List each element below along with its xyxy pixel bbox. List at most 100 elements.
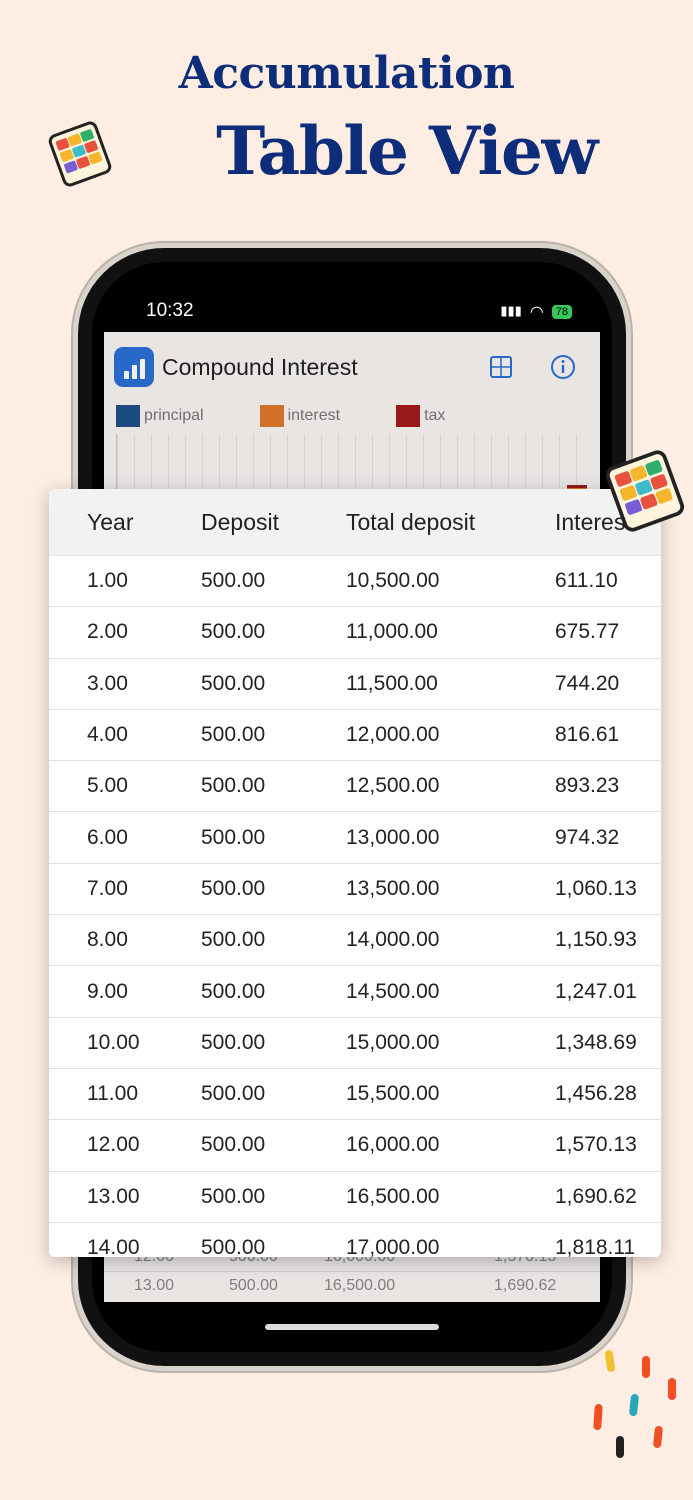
table-row[interactable]: 13.00 500.00 16,500.00 1,690.62 <box>49 1170 661 1222</box>
table-row[interactable]: 4.00 500.00 12,000.00 816.61 <box>49 708 661 760</box>
interest-cell: 1,570.13 <box>555 1133 637 1157</box>
table-row[interactable]: 1.00 500.00 10,500.00 611.10 <box>49 555 661 606</box>
app-title: Compound Interest <box>162 353 358 380</box>
interest-cell: 1,060.13 <box>555 876 637 900</box>
deposit-cell: 500.00 <box>201 723 266 747</box>
status-time: 10:32 <box>146 300 194 321</box>
total-deposit-cell: 16,500.00 <box>346 1184 440 1208</box>
deposit-cell: 500.00 <box>201 774 266 798</box>
interest-cell: 893.23 <box>555 774 620 798</box>
cell: 13.00 <box>134 1277 175 1294</box>
total-deposit-cell: 14,500.00 <box>346 979 440 1003</box>
legend-swatch <box>116 405 140 427</box>
total-deposit-cell: 12,500.00 <box>346 774 440 798</box>
deposit-cell: 500.00 <box>201 620 266 644</box>
total-deposit-cell: 15,000.00 <box>346 1030 440 1054</box>
year-cell: 6.00 <box>87 825 128 849</box>
legend-label: tax <box>424 407 446 424</box>
year-cell: 14.00 <box>87 1236 140 1257</box>
cell: 1,690.62 <box>494 1277 557 1294</box>
deposit-cell: 500.00 <box>201 825 266 849</box>
app-header: Compound Interest <box>104 332 600 402</box>
column-header-total-deposit[interactable]: Total deposit <box>346 508 476 535</box>
interest-cell: 816.61 <box>555 723 620 747</box>
table-row[interactable]: 3.00 500.00 11,500.00 744.20 <box>49 657 661 709</box>
table-row[interactable]: 11.00 500.00 15,500.00 1,456.28 <box>49 1067 661 1119</box>
year-cell: 13.00 <box>87 1184 140 1208</box>
year-cell: 7.00 <box>87 876 128 900</box>
interest-cell: 1,456.28 <box>555 1082 637 1106</box>
deposit-cell: 500.00 <box>201 1236 266 1257</box>
table-body: 1.00 500.00 10,500.00 611.10 2.00 500.00 11,00… <box>49 555 661 1257</box>
total-deposit-cell: 13,500.00 <box>346 876 440 900</box>
total-deposit-cell: 12,000.00 <box>346 723 440 747</box>
year-cell: 2.00 <box>87 620 128 644</box>
deposit-cell: 500.00 <box>201 1133 266 1157</box>
legend-label: principal <box>144 407 204 424</box>
deposit-cell: 500.00 <box>201 671 266 695</box>
deposit-cell: 500.00 <box>201 876 266 900</box>
deposit-cell: 500.00 <box>201 1184 266 1208</box>
legend-label: interest <box>287 407 341 424</box>
table-row[interactable]: 10.00 500.00 15,000.00 1,348.69 <box>49 1016 661 1068</box>
accumulation-table: Year Deposit Total deposit Interest 1.00… <box>49 489 661 1257</box>
table-row[interactable]: 2.00 500.00 11,000.00 675.77 <box>49 606 661 657</box>
calculator-icon[interactable] <box>488 354 514 380</box>
year-cell: 5.00 <box>87 774 128 798</box>
info-icon[interactable] <box>550 354 576 380</box>
total-deposit-cell: 16,000.00 <box>346 1133 440 1157</box>
interest-cell: 1,690.62 <box>555 1184 637 1208</box>
year-cell: 1.00 <box>87 569 128 593</box>
grid-sticker-icon <box>605 450 685 532</box>
deposit-cell: 500.00 <box>201 979 266 1003</box>
total-deposit-cell: 17,000.00 <box>346 1236 440 1257</box>
legend-item: tax <box>396 405 445 427</box>
interest-cell: 675.77 <box>555 620 620 644</box>
home-indicator[interactable] <box>265 1324 439 1330</box>
chart-legend: principal interest tax <box>104 402 600 430</box>
total-deposit-cell: 15,500.00 <box>346 1082 440 1106</box>
table-row: 13.00 500.00 16,500.00 1,690.62 <box>104 1271 600 1300</box>
year-cell: 11.00 <box>87 1082 138 1106</box>
table-row[interactable]: 12.00 500.00 16,000.00 1,570.13 <box>49 1119 661 1170</box>
year-cell: 10.00 <box>87 1030 140 1054</box>
table-row[interactable]: 7.00 500.00 13,500.00 1,060.13 <box>49 862 661 914</box>
table-row[interactable]: 14.00 500.00 17,000.00 1,818.11 <box>49 1221 661 1257</box>
interest-cell: 611.10 <box>555 569 618 593</box>
year-cell: 12.00 <box>87 1133 140 1157</box>
legend-swatch <box>396 405 421 427</box>
status-bar: 10:32 ▮▮▮ ◠ 78 <box>92 300 612 324</box>
year-cell: 9.00 <box>87 979 128 1003</box>
battery-icon: 78 <box>551 304 572 319</box>
table-header: Year Deposit Total deposit Interest <box>49 489 661 555</box>
interest-cell: 744.20 <box>555 671 620 695</box>
headline-table-view: Table View <box>216 112 598 190</box>
interest-cell: 974.32 <box>555 825 620 849</box>
total-deposit-cell: 11,000.00 <box>346 620 438 644</box>
column-header-year[interactable]: Year <box>87 508 134 535</box>
total-deposit-cell: 13,000.00 <box>346 825 440 849</box>
table-row[interactable]: 8.00 500.00 14,000.00 1,150.93 <box>49 914 661 965</box>
legend-item: principal <box>116 405 204 427</box>
interest-cell: 1,348.69 <box>555 1030 637 1054</box>
column-header-interest[interactable]: Interest <box>555 508 632 535</box>
table-row[interactable]: 6.00 500.00 13,000.00 974.32 <box>49 811 661 862</box>
deposit-cell: 500.00 <box>201 1030 266 1054</box>
total-deposit-cell: 10,500.00 <box>346 569 440 593</box>
legend-swatch <box>259 405 284 427</box>
cell: 500.00 <box>229 1277 278 1294</box>
year-cell: 4.00 <box>87 723 128 747</box>
decorative-dashes <box>593 1350 676 1458</box>
deposit-cell: 500.00 <box>201 1082 266 1106</box>
grid-sticker-icon <box>48 121 112 187</box>
legend-item: interest <box>259 405 341 427</box>
signal-icon: ▮▮▮ <box>500 304 522 319</box>
table-row[interactable]: 9.00 500.00 14,500.00 1,247.01 <box>49 965 661 1016</box>
year-cell: 8.00 <box>87 928 128 952</box>
headline-accumulation: Accumulation <box>178 48 515 99</box>
column-header-deposit[interactable]: Deposit <box>201 508 279 535</box>
interest-cell: 1,150.93 <box>555 928 637 952</box>
table-row[interactable]: 5.00 500.00 12,500.00 893.23 <box>49 760 661 811</box>
interest-cell: 1,818.11 <box>555 1236 636 1257</box>
cell: 16,500.00 <box>324 1277 396 1294</box>
